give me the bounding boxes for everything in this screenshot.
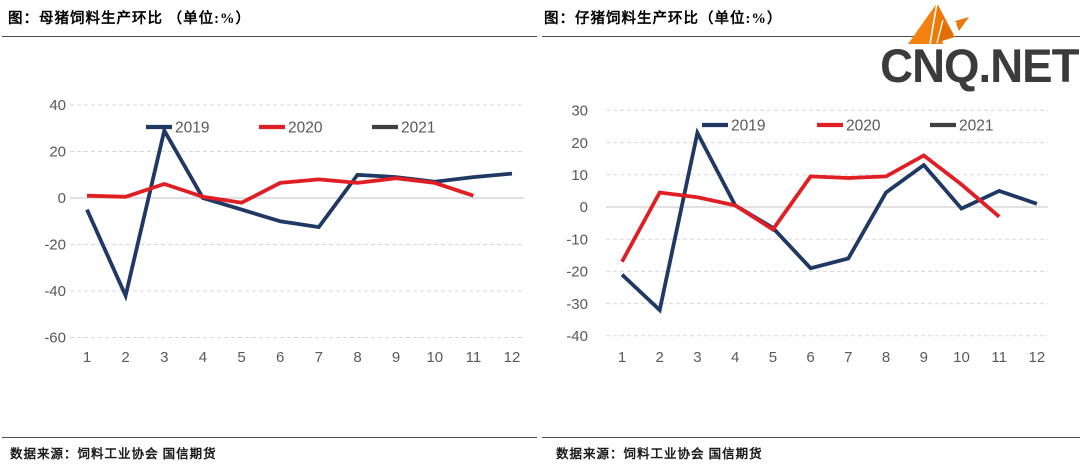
x-tick-label: 7 (844, 349, 852, 366)
x-tick-label: 12 (1029, 349, 1046, 366)
x-tick-label: 7 (315, 349, 323, 366)
x-tick-label: 10 (426, 349, 443, 366)
divider-top-left (2, 36, 537, 37)
series-line-2020 (86, 176, 474, 205)
x-tick-label: 5 (237, 349, 245, 366)
y-tick-label: -30 (566, 296, 588, 313)
chart-title-left: 图：母猪饲料生产环比 （单位:%） (8, 11, 251, 27)
x-tick-label: 2 (656, 349, 664, 366)
x-tick-label: 9 (920, 349, 928, 366)
y-tick-label: -40 (44, 283, 66, 300)
x-tick-label: 1 (618, 349, 626, 366)
y-tick-label: 0 (580, 199, 588, 216)
divider-bottom-right (542, 437, 1080, 438)
x-tick-label: 12 (504, 349, 521, 366)
y-tick-label: 20 (49, 144, 66, 161)
logo-wordmark: CNQ.NET (879, 39, 1079, 92)
x-tick-label: 8 (882, 349, 890, 366)
x-tick-label: 9 (392, 349, 400, 366)
x-tick-label: 4 (731, 349, 739, 366)
series-line-2020 (620, 153, 1001, 263)
legend-label-2021: 2021 (401, 120, 435, 137)
x-tick-label: 3 (160, 349, 168, 366)
y-tick-label: -10 (566, 231, 588, 248)
series-line-2019 (620, 127, 1038, 314)
legend-label-2020: 2020 (288, 120, 323, 137)
divider-top-right (542, 36, 1080, 37)
y-tick-label: 10 (571, 167, 588, 184)
x-tick-label: 2 (121, 349, 129, 366)
y-tick-label: -20 (44, 237, 66, 254)
x-tick-label: 1 (83, 349, 91, 366)
series-line-2019 (85, 125, 513, 302)
origami-fox-icon (908, 2, 969, 45)
divider-bottom-left (2, 437, 537, 438)
x-tick-label: 11 (466, 349, 482, 366)
legend-label-2019: 2019 (175, 120, 209, 137)
y-tick-label: -60 (44, 330, 66, 347)
x-tick-label: 6 (276, 349, 284, 366)
legend-label-2019: 2019 (731, 118, 765, 135)
y-tick-label: 30 (571, 103, 588, 120)
x-tick-label: 6 (806, 349, 814, 366)
y-tick-label: -40 (566, 328, 588, 345)
x-tick-label: 3 (693, 349, 701, 366)
x-tick-label: 4 (199, 349, 207, 366)
x-tick-label: 8 (353, 349, 361, 366)
y-tick-label: 20 (571, 135, 588, 152)
data-source-right: 数据来源：饲料工业协会 国信期货 (556, 447, 763, 461)
legend-label-2020: 2020 (846, 118, 881, 135)
cnq-logo: CNQ.NET (818, 0, 1079, 100)
x-tick-label: 10 (953, 349, 970, 366)
x-tick-label: 5 (769, 349, 777, 366)
legend-label-2021: 2021 (959, 118, 993, 135)
y-tick-label: 0 (58, 190, 66, 207)
chart-title-right: 图：仔猪饲料生产环比（单位:%） (544, 11, 783, 27)
data-source-left: 数据来源：饲料工业协会 国信期货 (10, 447, 217, 461)
x-tick-label: 11 (991, 349, 1007, 366)
y-tick-label: 40 (49, 97, 66, 114)
y-tick-label: -20 (566, 264, 588, 281)
